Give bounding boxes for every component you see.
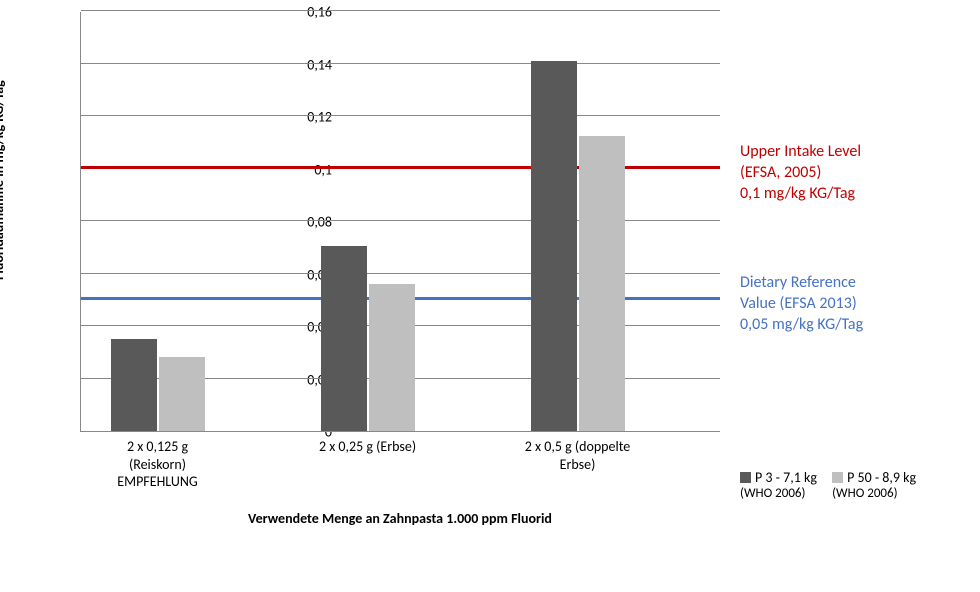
- annotation-diet-l2: Value (EFSA 2013): [740, 294, 857, 313]
- bar-s2-c2: [369, 284, 415, 432]
- fluoride-chart: Fluoridaufnahme in mg/kg KG/Tag 0 0,02 0…: [0, 0, 980, 592]
- bar-s2-c3: [579, 136, 625, 431]
- x-cat-3-l2: Erbse): [560, 456, 596, 473]
- x-axis-label: Verwendete Menge an Zahnpasta 1.000 ppm …: [80, 510, 720, 527]
- bar-s1-c1: [111, 339, 157, 431]
- legend-item-1: P 3 - 7,1 kg (WHO 2006): [740, 468, 817, 501]
- legend-1-sub: (WHO 2006): [740, 486, 817, 501]
- gridline: [81, 63, 720, 64]
- annotation-diet-l1: Dietary Reference: [740, 273, 856, 292]
- x-cat-1-l2: (Reiskorn): [129, 456, 186, 473]
- x-cat-3: 2 x 0,5 g (doppelte Erbse): [490, 438, 665, 473]
- x-cat-1-l1: 2 x 0,125 g: [127, 438, 188, 455]
- legend-2-sub: (WHO 2006): [832, 486, 916, 501]
- x-cat-2-l1: 2 x 0,25 g (Erbse): [319, 438, 416, 455]
- x-cat-2: 2 x 0,25 g (Erbse): [285, 438, 450, 456]
- annotation-upper-intake: Upper Intake Level (EFSA, 2005) 0,1 mg/k…: [740, 142, 960, 204]
- x-cat-1: 2 x 0,125 g (Reiskorn) EMPFEHLUNG: [85, 438, 230, 491]
- legend-swatch-light: [832, 472, 843, 483]
- gridline: [81, 115, 720, 116]
- legend-2-name: P 50 - 8,9 kg: [847, 469, 916, 486]
- legend: P 3 - 7,1 kg (WHO 2006) P 50 - 8,9 kg (W…: [740, 468, 970, 501]
- y-axis-label: Fluoridaufnahme in mg/kg KG/Tag: [0, 80, 7, 280]
- legend-item-2: P 50 - 8,9 kg (WHO 2006): [832, 468, 916, 501]
- x-cat-1-l3: EMPFEHLUNG: [117, 473, 197, 490]
- bar-s1-c2: [321, 246, 367, 431]
- annotation-dietary-ref: Dietary Reference Value (EFSA 2013) 0,05…: [740, 273, 960, 335]
- x-cat-3-l1: 2 x 0,5 g (doppelte: [525, 438, 630, 455]
- gridline: [81, 10, 720, 11]
- bar-s1-c3: [531, 61, 577, 431]
- plot-area: [80, 12, 720, 432]
- annotation-upper-l2: (EFSA, 2005): [740, 163, 821, 182]
- legend-1-name: P 3 - 7,1 kg: [755, 469, 817, 486]
- annotation-upper-l1: Upper Intake Level: [740, 142, 861, 161]
- annotation-upper-l3: 0,1 mg/kg KG/Tag: [740, 184, 855, 203]
- legend-swatch-dark: [740, 472, 751, 483]
- bar-s2-c1: [159, 357, 205, 431]
- annotation-diet-l3: 0,05 mg/kg KG/Tag: [740, 315, 863, 334]
